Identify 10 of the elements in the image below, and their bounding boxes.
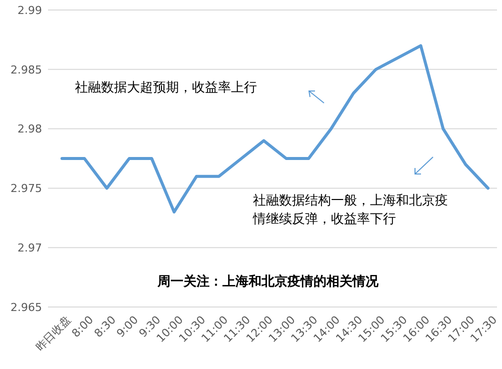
line-series [60, 44, 490, 214]
y-tick-label: 2.975 [10, 182, 42, 196]
y-tick-label: 2.98 [18, 122, 42, 136]
y-tick-label: 2.985 [10, 63, 42, 76]
text: 周一关注：上海和北京疫情的相关情况 [156, 274, 380, 290]
y-tick-label: 2.99 [18, 4, 42, 17]
y-tick-label: 2.97 [18, 241, 42, 254]
annotation: 社融数据结构一般，上海和北京疫情继续反弹，收益率下行 [252, 194, 448, 227]
y-tick-label: 2.965 [10, 300, 42, 314]
annotation: 社融数据大超预期，收益率上行 [75, 80, 257, 96]
